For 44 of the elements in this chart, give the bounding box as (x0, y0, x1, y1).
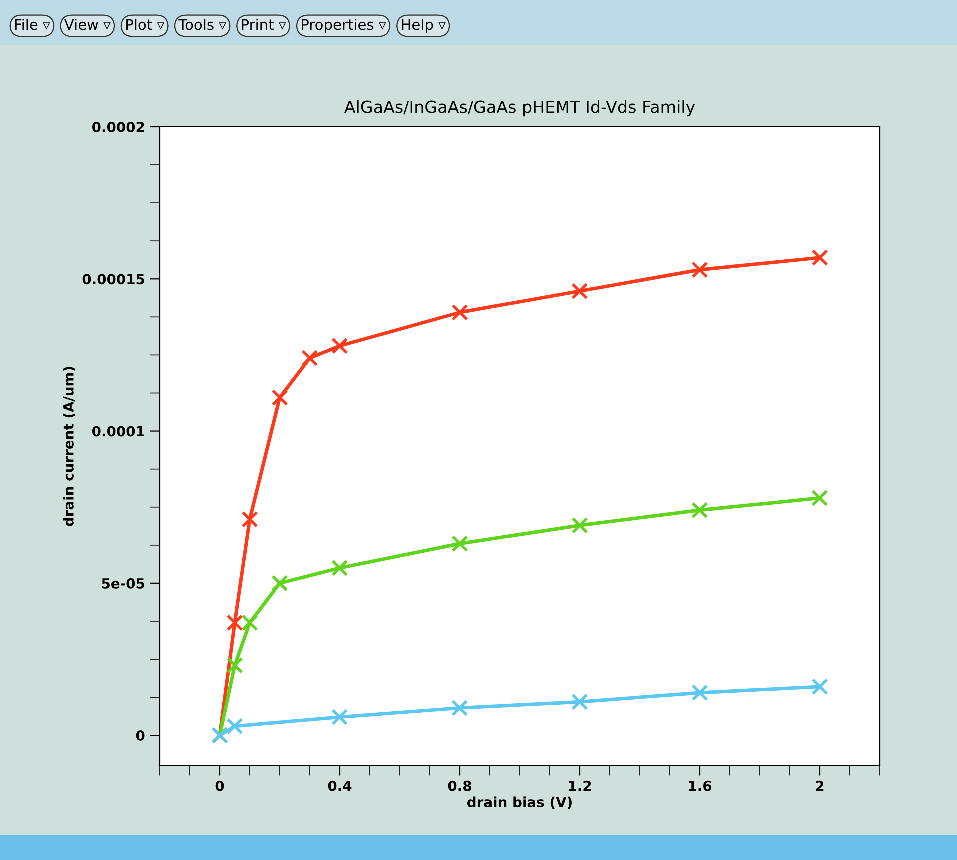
text: Print ▿ (242, 18, 286, 30)
point (272, 389, 288, 406)
point (452, 700, 468, 717)
text: Plot ▿ (126, 18, 165, 30)
point (572, 694, 588, 710)
point (812, 250, 828, 266)
x-tick-label: 1.2 (569, 780, 592, 792)
text: Help ▿ (402, 18, 446, 34)
x-tick-label: 2 (816, 780, 824, 792)
y-tick-label: 0.0001 (92, 426, 144, 437)
point (332, 708, 348, 726)
point (226, 657, 244, 674)
point (452, 536, 468, 552)
x-tick-label: 0.8 (448, 780, 472, 792)
point (226, 718, 244, 735)
chart-title: AlGaAs/InGaAs/GaAs pHEMT Id-Vds Family (344, 100, 696, 117)
x-tick-label: 1.6 (689, 780, 712, 792)
point (302, 350, 318, 367)
point (812, 678, 828, 696)
text: Properties ▿ (302, 18, 386, 34)
point (692, 684, 708, 702)
x-tick-label: 0.4 (328, 780, 352, 792)
y-tick-label: 0 (136, 730, 145, 742)
y-tick-label: 0.0002 (92, 122, 144, 132)
point (812, 490, 828, 507)
y-axis-title: drain current (A/um) (63, 367, 76, 526)
point (572, 282, 588, 300)
point (242, 614, 258, 632)
point (452, 304, 468, 321)
point (226, 614, 244, 632)
point (242, 511, 258, 528)
x-tick-label: 0 (216, 780, 224, 792)
text: View ▿ (64, 18, 111, 30)
point (332, 560, 348, 577)
text: File ▿ (15, 18, 50, 30)
y-tick-label: 0.00015 (82, 274, 144, 285)
point (572, 517, 588, 534)
point (692, 502, 708, 519)
point (332, 338, 348, 354)
point (692, 262, 708, 278)
y-tick-label: 5e-05 (102, 578, 144, 589)
x-axis-title: drain bias (V) (467, 796, 572, 810)
point (272, 575, 288, 592)
text: Tools ▿ (178, 18, 226, 30)
